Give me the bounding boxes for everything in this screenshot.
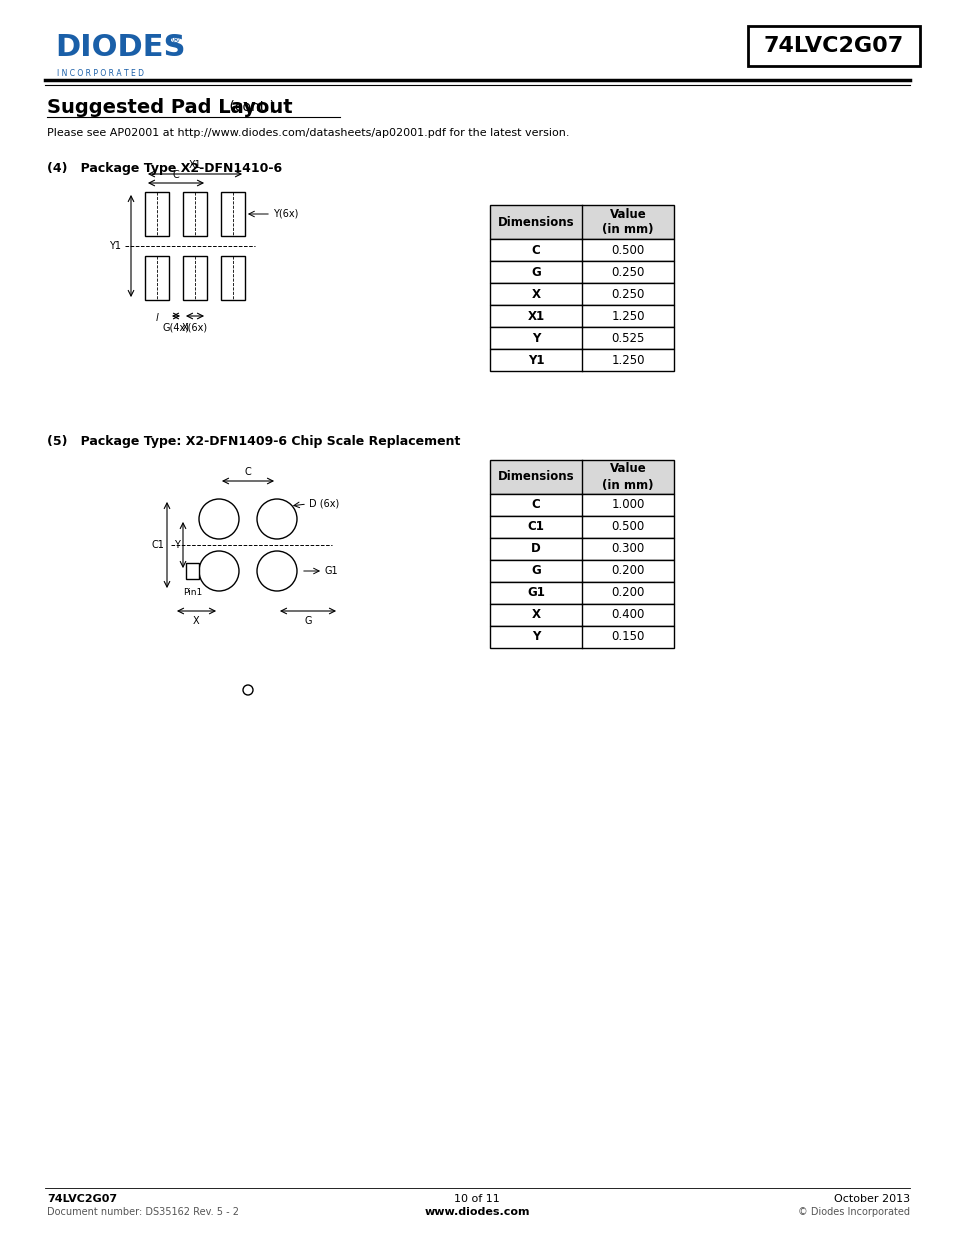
Text: Value
(in mm): Value (in mm): [601, 462, 653, 492]
Text: C1: C1: [151, 540, 164, 550]
Text: 0.400: 0.400: [611, 609, 644, 621]
Text: D: D: [531, 542, 540, 556]
Text: Y: Y: [174, 540, 180, 550]
Bar: [490, 350, 673, 370]
Bar: [145, 256, 169, 300]
Text: X: X: [531, 609, 540, 621]
Text: C: C: [244, 467, 251, 477]
Text: D (6x): D (6x): [309, 499, 339, 509]
Text: G: G: [304, 616, 312, 626]
Text: Y: Y: [531, 631, 539, 643]
Text: Pin1: Pin1: [183, 588, 202, 597]
Text: 0.525: 0.525: [611, 331, 644, 345]
Text: X1: X1: [527, 310, 544, 322]
Text: l: l: [155, 312, 158, 324]
Text: 0.200: 0.200: [611, 564, 644, 578]
Bar: [490, 538, 673, 559]
Text: C: C: [531, 243, 539, 257]
Bar: [490, 240, 673, 261]
Text: Y1: Y1: [527, 353, 543, 367]
Text: DIODES: DIODES: [55, 33, 185, 62]
Text: 0.300: 0.300: [611, 542, 644, 556]
Text: Dimensions: Dimensions: [497, 471, 574, 483]
Bar: [186, 563, 199, 579]
Text: 0.250: 0.250: [611, 288, 644, 300]
Bar: [490, 261, 673, 283]
Bar: [490, 205, 673, 240]
Text: X(6x): X(6x): [182, 322, 208, 332]
Text: C1: C1: [527, 520, 544, 534]
Text: 0.200: 0.200: [611, 587, 644, 599]
Text: © Diodes Incorporated: © Diodes Incorporated: [797, 1207, 909, 1216]
Text: Dimensions: Dimensions: [497, 215, 574, 228]
Text: C: C: [172, 170, 179, 180]
Text: 74LVC2G07: 74LVC2G07: [47, 1194, 117, 1204]
Bar: [145, 191, 169, 236]
Text: 74LVC2G07: 74LVC2G07: [763, 36, 903, 56]
Text: October 2013: October 2013: [833, 1194, 909, 1204]
Text: I N C O R P O R A T E D: I N C O R P O R A T E D: [57, 69, 144, 78]
Bar: [490, 516, 673, 538]
Text: C: C: [531, 499, 539, 511]
Text: ®: ®: [171, 35, 180, 44]
Text: (5)   Package Type: X2-DFN1409-6 Chip Scale Replacement: (5) Package Type: X2-DFN1409-6 Chip Scal…: [47, 435, 460, 448]
Bar: [183, 191, 207, 236]
Bar: [221, 256, 245, 300]
Bar: [490, 459, 673, 494]
Text: G1: G1: [526, 587, 544, 599]
Text: X1: X1: [189, 161, 201, 170]
Text: 1.000: 1.000: [611, 499, 644, 511]
Text: 1.250: 1.250: [611, 353, 644, 367]
Bar: [490, 559, 673, 582]
Text: G(4x): G(4x): [162, 322, 190, 332]
Bar: [490, 305, 673, 327]
Text: G1: G1: [325, 566, 338, 576]
Text: X: X: [531, 288, 540, 300]
Text: (cont.): (cont.): [225, 100, 274, 114]
Bar: [747, 26, 919, 65]
Text: 0.500: 0.500: [611, 243, 644, 257]
Text: 0.250: 0.250: [611, 266, 644, 279]
Text: X: X: [193, 616, 199, 626]
Text: Please see AP02001 at http://www.diodes.com/datasheets/ap02001.pdf for the lates: Please see AP02001 at http://www.diodes.…: [47, 128, 569, 138]
Text: (4)   Package Type X2-DFN1410-6: (4) Package Type X2-DFN1410-6: [47, 162, 282, 175]
Text: Value
(in mm): Value (in mm): [601, 207, 653, 236]
Text: Y(6x): Y(6x): [273, 209, 298, 219]
Bar: [490, 283, 673, 305]
Text: Y1: Y1: [109, 241, 121, 251]
Bar: [221, 191, 245, 236]
Text: www.diodes.com: www.diodes.com: [424, 1207, 529, 1216]
Text: Y: Y: [531, 331, 539, 345]
Text: G: G: [531, 564, 540, 578]
Bar: [490, 604, 673, 626]
Bar: [490, 626, 673, 648]
Bar: [490, 582, 673, 604]
Text: 0.500: 0.500: [611, 520, 644, 534]
Bar: [490, 327, 673, 350]
Text: 1.250: 1.250: [611, 310, 644, 322]
Bar: [183, 256, 207, 300]
Bar: [490, 494, 673, 516]
Text: 0.150: 0.150: [611, 631, 644, 643]
Text: 10 of 11: 10 of 11: [454, 1194, 499, 1204]
Text: Suggested Pad Layout: Suggested Pad Layout: [47, 98, 293, 117]
Text: Document number: DS35162 Rev. 5 - 2: Document number: DS35162 Rev. 5 - 2: [47, 1207, 239, 1216]
Text: G: G: [531, 266, 540, 279]
